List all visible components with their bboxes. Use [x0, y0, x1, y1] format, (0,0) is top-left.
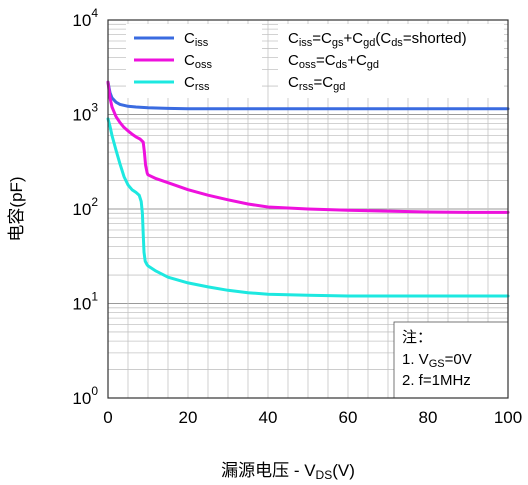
formula-line: Ciss=Cgs+Cgd(Cds=shorted) — [288, 30, 467, 49]
note-line: 1. VGS=0V — [402, 351, 472, 370]
y-axis-ticks: 100 101 102 103 104 — [72, 6, 98, 408]
y-tick-label: 102 — [72, 195, 98, 219]
formula-line: Coss=Cds+Cgd — [288, 52, 379, 71]
x-tick-label: 0 — [103, 408, 112, 427]
y-axis-title: 电容(pF) — [7, 176, 26, 241]
legend-label: Ciss — [184, 30, 209, 49]
plot-frame — [107, 19, 509, 399]
data-curves — [106, 80, 510, 298]
formula-annotations: Ciss=Cgs+Cgd(Cds=shorted) Coss=Cds+Cgd Crs… — [278, 24, 504, 98]
formula-box — [278, 24, 504, 98]
series-ciss-line — [106, 80, 510, 111]
y-tick-label: 103 — [72, 101, 98, 125]
note-box: 注： 1. VGS=0V 2. f=1MHz — [393, 321, 509, 399]
x-tick-label: 20 — [179, 408, 198, 427]
x-axis-title: 漏源电压 - VDS(V) — [221, 461, 355, 482]
x-tick-label: 100 — [494, 408, 522, 427]
legend: Ciss Coss Crss — [126, 24, 262, 98]
y-tick-label: 100 — [72, 384, 98, 408]
legend-label: Coss — [184, 52, 212, 71]
x-tick-label: 80 — [419, 408, 438, 427]
note-frame — [393, 321, 509, 399]
x-axis-ticks: 0 20 40 60 80 100 — [103, 408, 522, 427]
x-tick-label: 60 — [339, 408, 358, 427]
legend-label: Crss — [184, 74, 210, 93]
note-title: 注： — [402, 329, 432, 346]
y-tick-label: 101 — [72, 290, 98, 314]
x-tick-label: 40 — [259, 408, 278, 427]
series-coss-line — [106, 80, 510, 214]
series-crss-line — [106, 117, 510, 298]
grid — [108, 20, 508, 399]
formula-line: Crss=Cgd — [288, 74, 345, 93]
note-line: 2. f=1MHz — [402, 372, 471, 389]
y-tick-label: 104 — [72, 6, 98, 30]
